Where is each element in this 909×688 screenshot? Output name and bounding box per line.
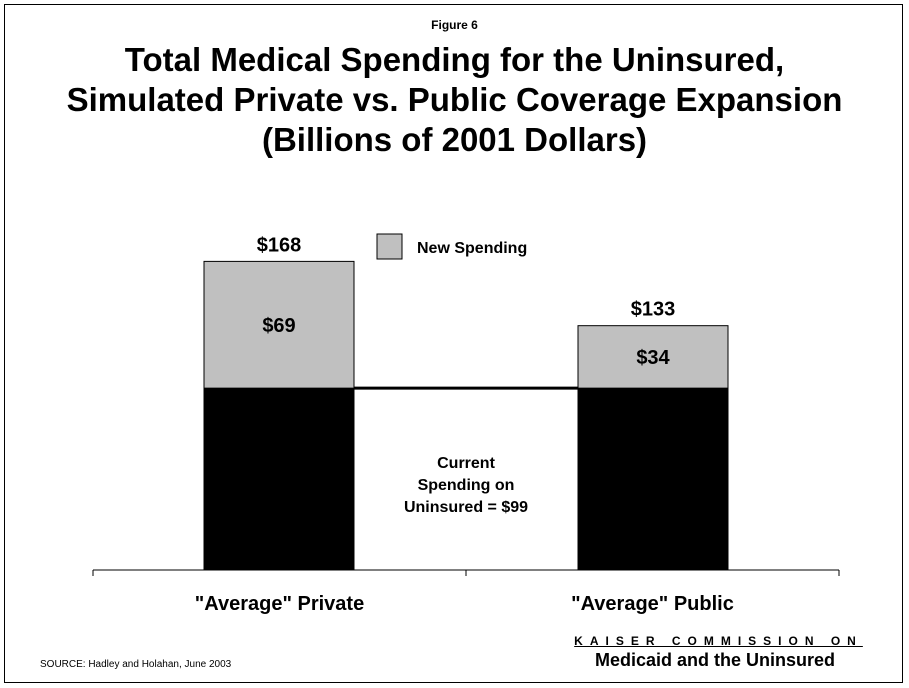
bar-new-0 [203,260,355,389]
figure-label: Figure 6 [431,18,478,32]
title-line-1: Total Medical Spending for the Uninsured… [124,41,785,78]
title-line-3: (Billions of 2001 Dollars) [261,121,648,158]
segment-label-1: $34 [636,347,670,369]
bar-current-1 [577,387,729,571]
brand-top-line: KAISER COMMISSION ON [574,634,863,648]
source-note: SOURCE: Hadley and Holahan, June 2003 [40,659,232,670]
segment-label-0: $69 [262,315,295,337]
annotation-line-0: Current [437,455,495,472]
annotation-line-1: Spending on [418,477,515,494]
brand-bottom-line: Medicaid and the Uninsured [594,650,836,670]
legend-label-new-spending: New Spending [417,240,527,257]
bar-current-0 [203,387,355,571]
bar-new-1 [577,325,729,389]
category-label-1: "Average" Public [571,593,734,615]
total-label-0: $168 [257,234,302,256]
legend-swatch-new-spending [376,233,403,260]
chart-title: Total Medical Spending for the Uninsured… [0,40,909,160]
kaiser-brand: KAISER COMMISSION ON Medicaid and the Un… [560,634,870,671]
annotation-line-2: Uninsured = $99 [404,499,528,516]
total-label-1: $133 [631,299,676,321]
category-label-0: "Average" Private [195,593,364,615]
title-line-2: Simulated Private vs. Public Coverage Ex… [66,81,843,118]
